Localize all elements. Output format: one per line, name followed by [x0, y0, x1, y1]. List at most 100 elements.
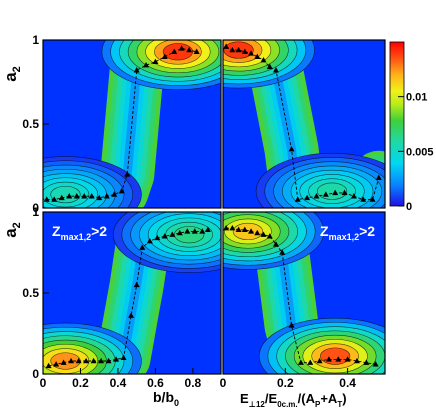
data-marker: [353, 357, 360, 364]
data-marker: [113, 356, 120, 362]
data-marker: [272, 241, 279, 247]
data-marker: [133, 67, 140, 73]
data-marker: [124, 171, 131, 177]
data-marker: [235, 226, 242, 233]
x-tick-label: 0.6: [147, 376, 164, 390]
data-marker: [335, 356, 342, 362]
data-marker: [186, 46, 193, 53]
x-tick-label: 0: [40, 376, 47, 390]
y-tick-label: 0.5: [22, 286, 39, 300]
data-marker: [241, 48, 248, 54]
data-marker: [199, 228, 206, 234]
panel-frame: [222, 39, 386, 209]
y-tick-label: 1: [32, 205, 39, 219]
data-marker: [152, 58, 159, 65]
panel-bottom-left: 0 0.5 1 0 0.2 0.4 0.6 0.8: [22, 205, 222, 390]
data-marker: [161, 53, 168, 59]
x-tick-label: 0.2: [277, 376, 294, 390]
x-tick-label: 0.4: [110, 376, 127, 390]
x-tick-label: 0.4: [339, 376, 356, 390]
data-marker: [254, 53, 261, 59]
x-axis-title-left: b/b0: [153, 389, 179, 408]
data-marker: [60, 359, 67, 365]
data-marker: [75, 357, 82, 364]
data-marker: [88, 193, 95, 199]
data-marker: [161, 233, 168, 239]
x-tick-label: 0.2: [72, 376, 89, 390]
data-marker: [58, 194, 65, 201]
data-marker: [171, 48, 178, 54]
data-marker: [154, 234, 161, 241]
data-marker: [288, 322, 295, 328]
data-marker: [288, 146, 295, 152]
data-marker: [254, 229, 261, 236]
data-marker: [96, 194, 103, 201]
data-marker: [118, 188, 125, 194]
data-marker: [241, 226, 248, 233]
y-tick-label: 0.5: [22, 117, 39, 131]
data-marker: [248, 228, 255, 234]
contour-level: [174, 226, 205, 244]
data-marker: [294, 196, 301, 202]
y-axis-title-bottom: a2: [1, 222, 23, 238]
data-marker: [169, 231, 176, 237]
data-marker: [279, 249, 286, 255]
data-marker: [325, 356, 332, 362]
data-marker: [313, 193, 320, 199]
data-marker: [344, 356, 351, 362]
data-marker: [229, 46, 236, 53]
ridge-line: [48, 229, 209, 367]
data-marker: [133, 281, 140, 288]
x-axis-title-right: E⊥12/E0c.m./(AP+AT): [240, 391, 347, 409]
data-marker: [304, 194, 311, 201]
data-marker: [111, 191, 118, 197]
data-marker: [322, 191, 329, 197]
data-marker: [128, 312, 135, 318]
data-marker: [83, 357, 90, 364]
contour-layer: [43, 40, 221, 208]
data-marker: [307, 359, 314, 365]
data-marker: [372, 361, 379, 367]
data-marker: [369, 196, 376, 202]
data-marker: [229, 225, 236, 231]
data-marker: [139, 244, 146, 250]
colorbar: 0 0.005 0.01: [389, 41, 434, 213]
data-marker: [178, 45, 185, 51]
contour-level: [162, 43, 194, 61]
data-marker: [73, 193, 80, 199]
annotation-bottom-right: Zmax1,2>2: [320, 223, 375, 242]
data-marker: [260, 231, 267, 237]
data-marker: [350, 193, 357, 199]
data-marker: [297, 359, 304, 365]
data-marker: [176, 229, 183, 236]
panel-top-right: [222, 39, 386, 209]
data-marker: [266, 63, 273, 70]
data-marker: [81, 193, 88, 199]
colorbar-scale: [389, 41, 405, 207]
contour-level: [320, 347, 351, 365]
contour-layer: [43, 212, 221, 374]
data-marker: [204, 226, 211, 233]
data-marker: [248, 50, 255, 56]
data-marker: [341, 189, 348, 196]
data-marker: [90, 357, 97, 364]
data-marker: [146, 237, 153, 244]
panel-frame: [222, 211, 386, 375]
x-tick-label: 0.8: [185, 376, 202, 390]
data-marker: [184, 228, 191, 234]
data-marker: [66, 193, 73, 199]
colorbar-tick-label: 0.01: [406, 92, 427, 104]
data-marker: [143, 62, 150, 68]
contour-layer: [223, 212, 385, 374]
data-marker: [105, 357, 112, 364]
data-marker: [191, 228, 198, 234]
data-marker: [363, 359, 370, 365]
data-marker: [266, 233, 273, 239]
data-marker: [51, 196, 58, 202]
data-marker: [223, 225, 230, 231]
data-marker: [272, 67, 279, 73]
data-marker: [375, 174, 382, 180]
data-marker: [260, 56, 267, 63]
